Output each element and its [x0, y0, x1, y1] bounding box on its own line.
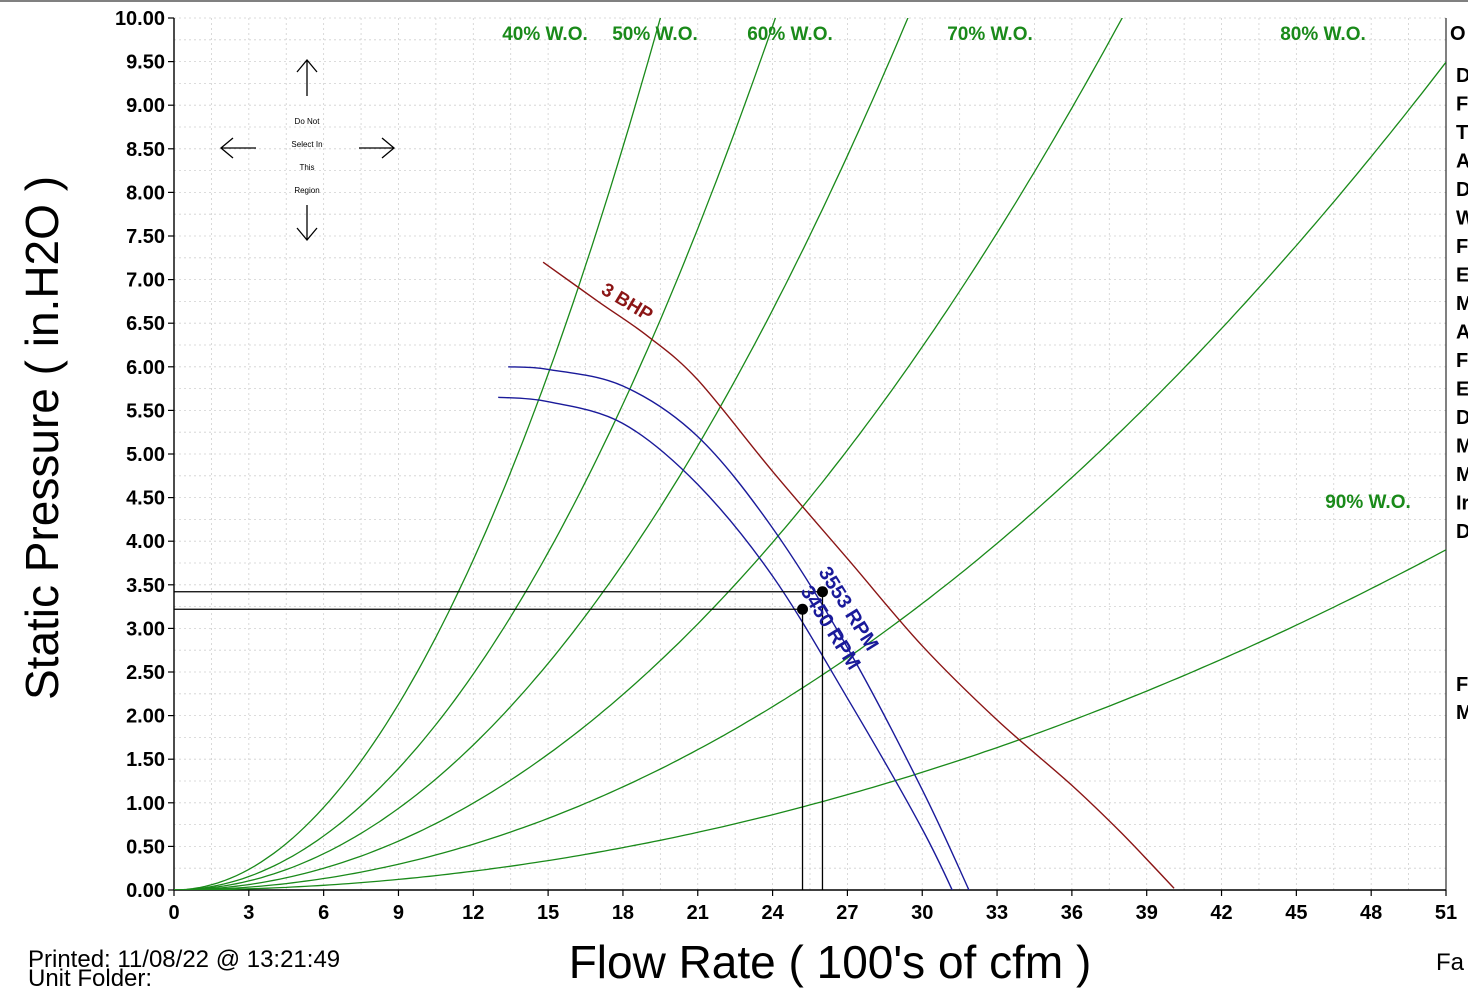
x-tick-label: 27 [836, 902, 858, 924]
x-tick-label: 0 [168, 902, 179, 924]
right-panel-letter: Ir [1456, 493, 1468, 515]
drag-hint-line-3: This [299, 163, 314, 172]
right-panel-letter: D [1456, 179, 1468, 201]
y-tick-label: 1.50 [126, 749, 165, 771]
x-tick-label: 39 [1136, 902, 1158, 924]
x-tick-label: 42 [1210, 902, 1232, 924]
bhp-curve [542, 261, 1175, 889]
grid-layer [168, 17, 1447, 896]
right-panel-letter: D [1456, 65, 1468, 87]
right-panel-letter: T [1456, 122, 1468, 144]
fan-curve [498, 396, 953, 890]
right-panel-letter: W [1456, 208, 1468, 230]
y-tick-label: 7.00 [126, 270, 165, 292]
right-panel-letter: D [1456, 521, 1468, 543]
y-tick-label: 8.00 [126, 182, 165, 204]
right-panel-letter: M [1456, 702, 1468, 724]
unit-folder-label: Unit Folder: [28, 965, 153, 992]
y-tick-label: 8.50 [126, 139, 165, 161]
system-curve [174, 18, 777, 890]
arrow-right-icon [359, 137, 396, 159]
right-panel-letter: F [1456, 236, 1468, 258]
right-panel-letter: F [1456, 674, 1468, 696]
y-tick-label: 9.50 [126, 52, 165, 74]
x-tick-label: 18 [612, 902, 634, 924]
right-panel-letter: F [1456, 94, 1468, 116]
drag-hint-line-2: Select In [291, 140, 322, 149]
right-panel-letter: M [1456, 436, 1468, 458]
x-tick-label: 48 [1360, 902, 1382, 924]
system-curve-label: 40% W.O. [502, 24, 588, 45]
y-tick-label: 2.00 [126, 706, 165, 728]
x-tick-labels: 0 3 6 9 12 15 18 21 24 27 30 33 36 39 42 45 48 51 [168, 902, 1457, 924]
printed-timestamp: Printed: 11/08/22 @ 13:21:49 [28, 946, 341, 973]
system-curve [174, 549, 1446, 890]
x-tick-label: 15 [537, 902, 559, 924]
right-panel-letter: A [1456, 322, 1468, 344]
x-tick-label: 33 [986, 902, 1008, 924]
y-tick-labels: 0.00 0.50 1.00 1.50 2.00 2.50 3.00 3.50 4.00 4.50… [115, 8, 165, 902]
system-curve-label: 50% W.O. [612, 24, 698, 45]
right-panel-letter: A [1456, 151, 1468, 173]
x-tick-label: 12 [462, 902, 484, 924]
y-tick-label: 7.50 [126, 226, 165, 248]
markers-layer [174, 586, 828, 890]
drag-hint-region: Do Not Select In This Region [219, 58, 396, 242]
y-tick-label: 2.50 [126, 662, 165, 684]
system-curve [174, 18, 1123, 890]
x-tick-label: 45 [1285, 902, 1307, 924]
fan-curve [508, 366, 970, 890]
x-axis-title: Flow Rate ( 100's of cfm ) [569, 936, 1092, 988]
right-panel-footer: Fa [1436, 949, 1465, 976]
x-tick-label: 36 [1061, 902, 1083, 924]
arrow-up-icon [296, 58, 318, 96]
system-curve-label: 60% W.O. [747, 24, 833, 45]
x-tick-label: 6 [318, 902, 329, 924]
x-tick-label: 30 [911, 902, 933, 924]
y-tick-label: 3.00 [126, 618, 165, 640]
system-curve [174, 18, 662, 890]
arrow-down-icon [296, 205, 318, 242]
right-panel-letter: M [1456, 464, 1468, 486]
system-curve-label: 90% W.O. [1325, 492, 1411, 513]
y-tick-label: 5.50 [126, 400, 165, 422]
y-tick-label: 0.00 [126, 880, 165, 902]
system-curve [174, 61, 1446, 890]
right-panel-letter: E [1456, 379, 1468, 401]
system-curve [174, 18, 909, 890]
operating-point-marker [816, 586, 828, 598]
x-tick-label: 24 [761, 902, 784, 924]
right-panel-letter: M [1456, 293, 1468, 315]
operating-point-marker [797, 603, 809, 615]
curves-layer [174, 18, 1446, 890]
y-tick-label: 3.50 [126, 575, 165, 597]
drag-hint-line-1: Do Not [295, 117, 321, 126]
y-tick-label: 4.50 [126, 488, 165, 510]
y-tick-label: 6.50 [126, 313, 165, 335]
y-tick-label: 9.00 [126, 95, 165, 117]
drag-hint-line-4: Region [294, 186, 319, 195]
right-panel-letter: F [1456, 350, 1468, 372]
y-tick-label: 5.00 [126, 444, 165, 466]
system-curve-label: 70% W.O. [947, 24, 1033, 45]
bhp-curve-label: 3 BHP [597, 279, 656, 326]
y-axis-title: Static Pressure ( in.H2O ) [16, 176, 68, 700]
y-tick-label: 6.00 [126, 357, 165, 379]
system-curve-label: 80% W.O. [1280, 24, 1366, 45]
y-tick-label: 4.00 [126, 531, 165, 553]
x-tick-label: 9 [393, 902, 404, 924]
right-panel-letter: D [1456, 407, 1468, 429]
right-panel-heading: O [1450, 23, 1466, 45]
x-tick-label: 3 [243, 902, 254, 924]
x-tick-label: 51 [1435, 902, 1457, 924]
right-panel-letter: E [1456, 265, 1468, 287]
y-tick-label: 0.50 [126, 836, 165, 858]
y-tick-label: 10.00 [115, 8, 165, 30]
y-tick-label: 1.00 [126, 793, 165, 815]
x-tick-label: 21 [687, 902, 709, 924]
arrow-left-icon [219, 137, 256, 159]
